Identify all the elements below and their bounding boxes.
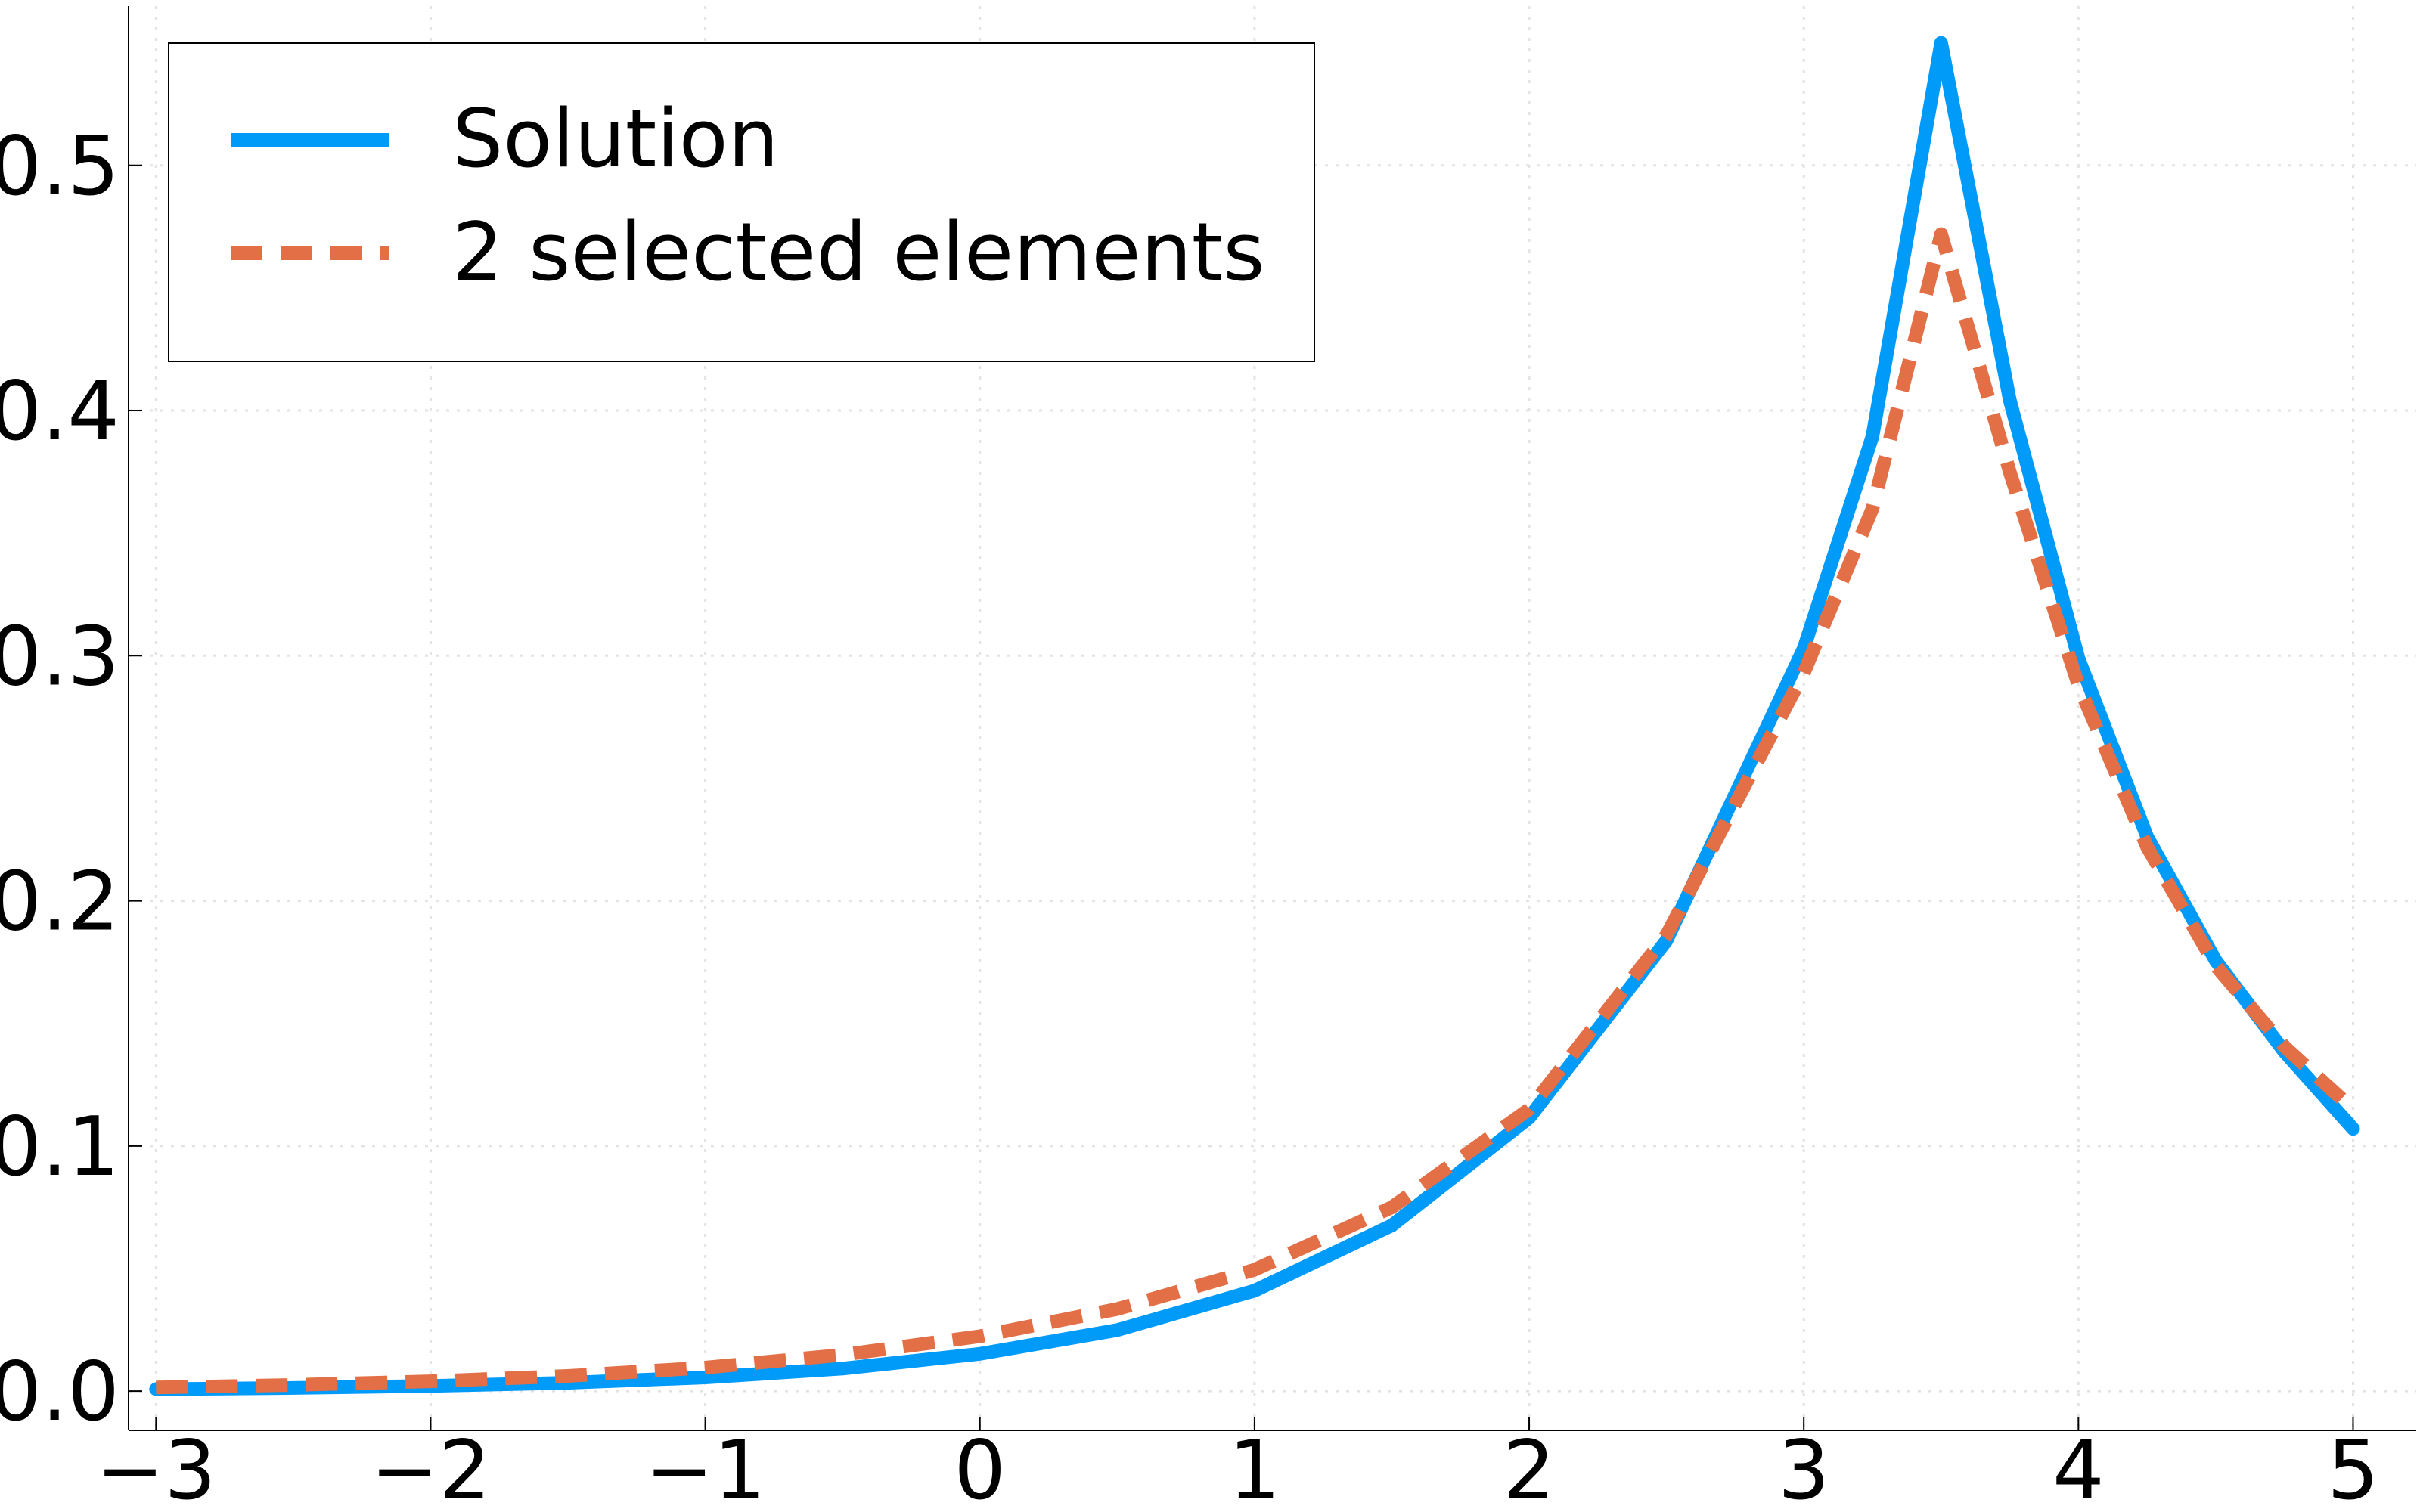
y-tick-label: 0.5	[0, 119, 119, 214]
legend: Solution 2 selected elements	[168, 42, 1315, 362]
x-tick-label: −1	[645, 1424, 765, 1512]
x-tick-label: −2	[371, 1424, 491, 1512]
x-tick-label: 1	[1229, 1424, 1281, 1512]
x-tick-label: 4	[2052, 1424, 2105, 1512]
series-line-solution	[149, 36, 2360, 1396]
legend-box	[168, 42, 1315, 362]
y-tick-label: 0.4	[0, 364, 119, 459]
series-lines	[149, 36, 2360, 1396]
y-tick-label: 0.2	[0, 855, 119, 950]
x-tick-label: 5	[2327, 1424, 2379, 1512]
y-axis-ticks: 0.0 0.1 0.2 0.3 0.4 0.5	[0, 119, 142, 1439]
legend-label-2-selected-elements: 2 selected elements	[452, 206, 1265, 299]
y-tick-label: 0.3	[0, 609, 119, 704]
series-line-2-selected-elements	[156, 227, 2358, 1395]
y-tick-label: 0.1	[0, 1100, 119, 1194]
x-axis-ticks: −3 −2 −1 0 1 2 3 4 5	[96, 1417, 2379, 1512]
x-tick-label: 0	[954, 1424, 1006, 1512]
x-tick-label: 3	[1778, 1424, 1830, 1512]
x-tick-label: −3	[96, 1424, 216, 1512]
axes	[128, 6, 2416, 1431]
x-tick-label: 2	[1503, 1424, 1556, 1512]
legend-label-solution: Solution	[452, 92, 779, 185]
y-tick-label: 0.0	[0, 1345, 119, 1439]
